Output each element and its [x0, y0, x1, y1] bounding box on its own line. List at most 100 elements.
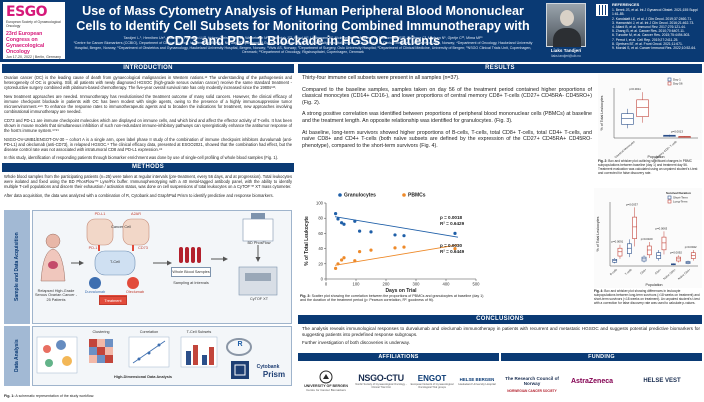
intro-paragraph: Ovarian cancer (OC) is the leading cause… [4, 75, 292, 91]
oleclumab-label: Oleclumab [125, 290, 145, 294]
data-point-granulocytes [369, 230, 373, 234]
y-tick-label: 40 [318, 246, 323, 251]
intro-paragraph: New treatment approaches are needed. Imm… [4, 93, 292, 115]
acquisition-panel: Relapsed High-Grade Serous Ovarian Cance… [32, 210, 292, 324]
x-axis-label: Population [646, 283, 663, 287]
affiliations-heading: AFFILIATIONS [298, 353, 499, 361]
p-value-label: p=0.0037 [626, 202, 638, 206]
engot-logo[interactable]: ENGOT European Network of Gynaecological… [410, 364, 454, 398]
introduction-body: Ovarian cancer (OC) is the leading cause… [4, 75, 292, 164]
correlation-plot-icon [128, 336, 170, 368]
haukeland-name: HELSE BERGEN [459, 376, 495, 382]
x-tick-label: 0 [325, 282, 328, 287]
pdl1-label: PD-L1 [94, 212, 106, 216]
cd73-label: CD73 [138, 246, 148, 250]
introduction-heading: INTRODUCTION [2, 64, 294, 73]
congress-name: 23rd European Congress on Gynaecological… [6, 31, 45, 55]
nsgo-logo[interactable]: NSGO-CTU Nordic Society of Gynaecologica… [354, 364, 408, 398]
ncs-logo[interactable]: NORWEGIAN CANCER SOCIETY [504, 384, 560, 398]
sampling-label: Sampling at Intervals [173, 281, 209, 285]
data-point-granulocytes [342, 222, 346, 226]
astrazeneca-logo[interactable]: AstraZeneca [562, 364, 622, 398]
data-point-pbmcs [358, 250, 362, 254]
legend-marker [667, 195, 672, 200]
figure-4-boxplot: % of Total Leukocytes p=0.0091 B-cells p=0.… [594, 188, 702, 288]
reference-item: 8. Gjertsen BT, et al. Front Oncol. 2021… [612, 41, 683, 46]
hd-analysis-label: High-Dimensional Data Analysis [113, 375, 173, 379]
data-point-granulocytes [453, 231, 457, 235]
data-point-granulocytes [340, 221, 344, 225]
fig3-chart: 0 100 200 300 400 500 0 20 40 60 80 100 Days on Tria… [304, 193, 481, 294]
astrazeneca-name: AstraZeneca [570, 377, 614, 385]
tcell-label: T-Cell [110, 260, 120, 264]
results-paragraph: At baseline, long-term survivors showed … [302, 129, 592, 149]
prism-label: Prism [262, 370, 286, 379]
p-value-label: p=0.0042 [685, 245, 697, 249]
funding-heading: FUNDING [501, 353, 702, 361]
data-point-pbmcs [393, 246, 397, 250]
analysis-diagram [36, 336, 252, 379]
p-value-label: p=0.0063 [655, 226, 667, 230]
category-label: CD4+ [654, 267, 662, 275]
x-tick-label: 200 [383, 282, 391, 287]
intro-paragraph: NSGO-OV-UMB1/ENGOT-OV-30 – cohort A is a… [4, 136, 292, 152]
references-title: REFERENCES [612, 2, 640, 7]
conclusions-paragraph: Further investigation of both discoverie… [302, 340, 410, 346]
y-axis-label: % of Total Leukocyte [304, 216, 310, 266]
data-point-granulocytes [336, 217, 340, 221]
legend-marker [667, 199, 672, 204]
engot-name: ENGOT [417, 373, 447, 383]
results-body: Thirty-four immune cell subsets were pre… [302, 75, 592, 154]
figure-2-caption-text: Box and whisker plot outlining significa… [598, 159, 698, 175]
reference-item: 9. Mordal S, et al. Cancer Immunol Res. … [612, 46, 697, 51]
cytof-instrument-icon [238, 266, 278, 296]
uib-crest-icon [319, 370, 333, 384]
methods-paragraph: After data acquisition, the data was ana… [4, 192, 274, 198]
reference-item: 5. Zhang B, et al. Cancer Res. 2010;70:6… [612, 29, 685, 34]
helse-vest-logo[interactable]: HELSE VEST [624, 364, 700, 398]
y-tick-label: 100 [316, 201, 324, 206]
figure-1-caption: Fig. 1: A schematic representation of th… [4, 394, 292, 398]
uib-logo[interactable]: UNIVERSITY OF BERGEN Centre for Cancer B… [300, 364, 352, 398]
legend-label: Long-Term [673, 200, 688, 204]
rcn-logo[interactable]: The Research Council of Norway [504, 364, 560, 398]
figure-4-caption-text: Box and whisker plot showing differences… [594, 289, 700, 305]
x-tick-label: 400 [443, 282, 451, 287]
tcell-subsets-icon [180, 336, 218, 368]
data-point-pbmcs [334, 266, 338, 270]
congress-dates: Jun 17-20, 2022 | Berlin, Germany [6, 55, 61, 59]
r-squared-label: R² = 0.6449 [440, 249, 465, 254]
legend-marker [667, 77, 672, 82]
patient-figure-icon [40, 233, 66, 282]
p-value-label: p=0.0091 [611, 240, 623, 244]
clustering-label: Clustering [92, 330, 110, 334]
legend-marker [402, 193, 406, 197]
tcell-subsets-label: T-Cell Subsets [186, 330, 212, 334]
x-tick-label: 100 [353, 282, 361, 287]
results-paragraph: A strong positive correlation was identi… [302, 111, 592, 124]
methods-paragraph: Whole blood samples from the participati… [4, 174, 292, 190]
nsgo-sub: Nordic Society of Gynaecological Oncolog… [355, 383, 407, 389]
data-point-pbmcs [353, 259, 357, 263]
data-point-pbmcs [336, 262, 340, 266]
box-group-1 [627, 243, 632, 254]
esgo-logo: ESGO European Society of Gynaecological … [3, 2, 65, 59]
chart-background [594, 188, 702, 288]
x-tick-label: 500 [473, 282, 481, 287]
author-list: Tandjerí L.¹, Hernihen Ue¹, Hoertham Tho… [70, 36, 536, 55]
legend-label: Day 1 [673, 78, 681, 82]
whole-blood-box: Whole Blood Samples [171, 267, 211, 277]
qr-code-icon[interactable] [596, 4, 608, 16]
category-label: B-cells [609, 267, 618, 276]
x-axis-label: Population [648, 155, 665, 159]
conclusions-paragraph: The analysis reveals immunological respo… [302, 326, 700, 337]
poster-title: Use of Mass Cytometry Analysis of Human … [76, 4, 530, 48]
analysis-panel: Clustering Correlation T-Cell Subsets Hi… [32, 326, 292, 386]
results-heading: RESULTS [298, 64, 702, 73]
r-logo-icon [226, 338, 252, 356]
data-point-pbmcs [369, 248, 373, 252]
presenter-photo [546, 3, 586, 47]
p-value-label: p=0.0092 [670, 250, 682, 254]
haukeland-logo[interactable]: HELSE BERGEN Haukeland University Hospit… [456, 364, 498, 398]
